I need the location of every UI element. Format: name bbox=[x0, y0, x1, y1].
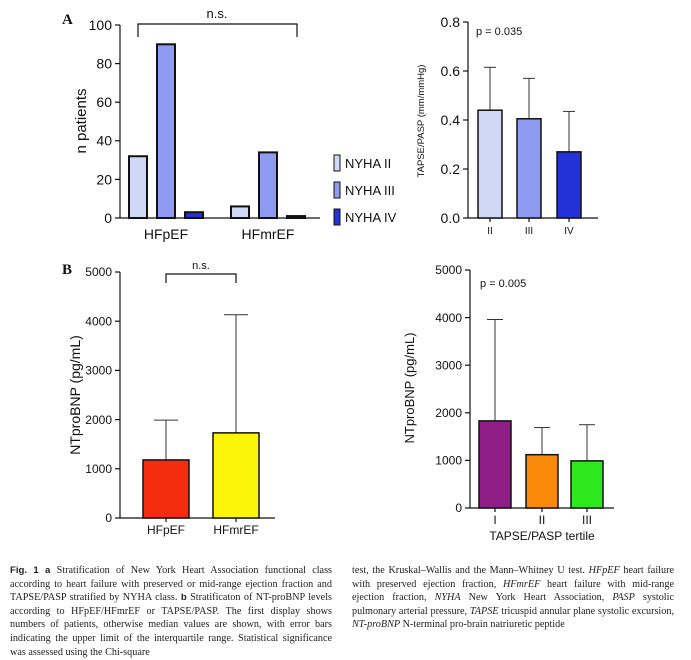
a-left-y-tick-label: 40 bbox=[96, 133, 112, 149]
a-left-annotation: n.s. bbox=[207, 6, 228, 21]
abbr-term: NT-proBNP bbox=[352, 619, 401, 631]
caption-a-label: a bbox=[45, 565, 51, 576]
bar-nyha-iii bbox=[516, 118, 542, 219]
abbr-term: NYHA bbox=[426, 592, 461, 604]
abbr-definition: New York Heart Association, bbox=[460, 592, 605, 604]
a-left-y-tick-label: 0 bbox=[104, 210, 112, 226]
b-left-y-tick-label: 4000 bbox=[85, 314, 112, 328]
b-left-y-tick-label: 0 bbox=[105, 511, 112, 525]
caption-abbreviations: HFpEF heart failure with preserved eject… bbox=[352, 565, 674, 630]
a-left-y-tick-label: 60 bbox=[96, 94, 112, 110]
bar-hfmref-nyha-ii bbox=[230, 205, 250, 219]
a-left-significance-bracket bbox=[137, 23, 298, 37]
abbr-definition: heart failure with preserved ejection fr… bbox=[352, 565, 674, 590]
b-left-significance-bracket bbox=[165, 273, 237, 283]
legend-label: NYHA II bbox=[345, 156, 391, 171]
a-right-x-tick-label: II bbox=[487, 226, 493, 237]
a-right-y-tick-label: 0.4 bbox=[441, 112, 461, 128]
legend-label: NYHA III bbox=[345, 183, 395, 198]
b-right-y-tick-label: 3000 bbox=[435, 358, 462, 372]
bar-hfmref bbox=[212, 432, 260, 519]
b-right-y-tick-label: 5000 bbox=[435, 263, 462, 277]
b-right-y-tick-label: 0 bbox=[455, 501, 462, 515]
a-left-y-axis-title: n patients bbox=[73, 88, 90, 153]
bar-nyha-ii bbox=[477, 109, 503, 219]
b-right-y-tick-label: 1000 bbox=[435, 454, 462, 468]
b-left-y-tick-label: 1000 bbox=[85, 462, 112, 476]
abbr-term: HFpEF bbox=[588, 565, 620, 576]
b-right-x-tick-label: III bbox=[582, 513, 592, 527]
a-left-y-tick-label: 100 bbox=[89, 17, 113, 33]
a-right-y-axis-title: TAPSE/PASP (mm/mmHg) bbox=[416, 65, 427, 178]
b-right-x-axis-title: TAPSE/PASP tertile bbox=[489, 529, 595, 543]
a-right-annotation: p = 0.035 bbox=[476, 26, 522, 38]
b-right-y-axis-title: NTproBNP (pg/mL) bbox=[402, 332, 417, 443]
a-left-x-tick-label: HFmrEF bbox=[242, 226, 295, 242]
abbr-definition: N-terminal pro-brain natriuretic peptide bbox=[400, 619, 565, 631]
abbr-definition: systolic pulmonary arterial pressure, bbox=[352, 592, 674, 617]
b-left-y-tick-label: 3000 bbox=[85, 364, 112, 378]
bar-tertile-ii bbox=[525, 453, 559, 509]
bar-nyha-iv bbox=[556, 151, 582, 219]
b-right-y-tick-label: 4000 bbox=[435, 311, 462, 325]
b-left-x-tick-label: HFpEF bbox=[147, 523, 185, 537]
abbr-term: HFmrEF bbox=[496, 578, 541, 590]
legend-label: NYHA IV bbox=[345, 210, 397, 225]
caption-b-label: b bbox=[180, 592, 187, 604]
bar-tertile-i bbox=[478, 420, 512, 509]
b-left-y-tick-label: 2000 bbox=[85, 413, 112, 427]
legend-swatch-nyha-ii bbox=[333, 154, 341, 172]
caption-fig-label: Fig. 1 bbox=[10, 565, 39, 576]
b-left-annotation: n.s. bbox=[192, 260, 210, 272]
a-right-y-tick-label: 0.6 bbox=[441, 63, 461, 79]
b-left-x-tick-label: HFmrEF bbox=[213, 523, 258, 537]
abbr-definition: heart failure with mid-range ejection fr… bbox=[352, 578, 674, 604]
a-right-x-tick-label: III bbox=[525, 226, 533, 237]
abbr-term: TAPSE bbox=[467, 605, 499, 617]
a-right-y-tick-label: 0.8 bbox=[441, 14, 461, 30]
bar-hfmref-nyha-iv bbox=[286, 215, 306, 220]
bar-hfpef-nyha-ii bbox=[128, 155, 148, 220]
b-right-y-tick-label: 2000 bbox=[435, 406, 462, 420]
legend-swatch-nyha-iii bbox=[333, 181, 341, 199]
b-right-x-tick-label: II bbox=[539, 513, 546, 527]
a-right-y-tick-label: 0.0 bbox=[441, 210, 461, 226]
legend-swatch-nyha-iv bbox=[333, 208, 341, 226]
a-left-y-tick-label: 80 bbox=[96, 56, 112, 72]
a-right-x-tick-label: IV bbox=[564, 226, 574, 237]
caption-intro: test, the Kruskal–Wallis and the Mann–Wh… bbox=[352, 565, 585, 576]
b-left-y-tick-label: 5000 bbox=[85, 265, 112, 279]
a-right-y-tick-label: 0.2 bbox=[441, 161, 461, 177]
b-left-y-axis-title: NTproBNP (pg/mL) bbox=[67, 335, 83, 455]
bar-hfpef-nyha-iv bbox=[184, 211, 204, 220]
abbr-definition: tricuspid annular plane systolic excursi… bbox=[498, 605, 674, 617]
caption-b-text: Stratificaton of NT-proBNP levels accord… bbox=[10, 592, 332, 658]
figure-caption-right: test, the Kruskal–Wallis and the Mann–Wh… bbox=[352, 564, 674, 632]
abbr-term: PASP bbox=[604, 592, 635, 604]
b-right-annotation: p = 0.005 bbox=[480, 278, 526, 290]
bar-hfpef bbox=[142, 459, 190, 519]
panel-label-a: A bbox=[62, 12, 73, 28]
a-left-x-tick-label: HFpEF bbox=[144, 226, 188, 242]
figure-caption-left: Fig. 1 a Stratification of New York Hear… bbox=[10, 564, 332, 659]
bar-tertile-iii bbox=[570, 460, 604, 509]
a-left-y-tick-label: 20 bbox=[96, 171, 112, 187]
caption-a-text: Stratification of New York Heart Associa… bbox=[10, 565, 333, 604]
panel-label-b: B bbox=[62, 262, 73, 278]
b-right-x-tick-label: I bbox=[493, 513, 496, 527]
bar-hfmref-nyha-iii bbox=[258, 151, 278, 220]
bar-hfpef-nyha-iii bbox=[156, 43, 176, 219]
